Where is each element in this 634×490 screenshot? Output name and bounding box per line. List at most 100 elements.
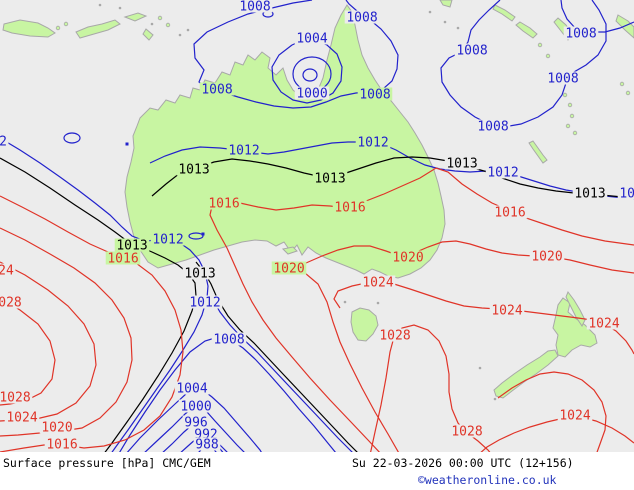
isobar-label-bg: [485, 165, 521, 179]
isobar-1013: [151, 156, 634, 199]
isobar-label-bg: [529, 249, 565, 263]
landmass: [281, 246, 298, 255]
isobar-label-bg: [360, 275, 396, 289]
islet: [456, 26, 460, 30]
isobar-label-bg: [182, 266, 218, 280]
small-island: [569, 113, 575, 119]
isobar-label-bg: [226, 143, 262, 157]
isobar-label-bg: [39, 420, 75, 434]
isobar-label: 1016: [334, 201, 365, 216]
isobar-label-bg: [0, 263, 16, 277]
isobar-label-bg: [332, 200, 368, 214]
isobar-label-bg: [206, 196, 242, 210]
isobar-label: 1028: [379, 329, 410, 344]
isobar-label-bg: [105, 251, 141, 265]
isobar-label-bg: [174, 381, 210, 395]
isobar-1000: [302, 68, 318, 82]
isobar-1012: [63, 132, 81, 144]
isobar-label: 1008: [477, 120, 508, 135]
isobar-label: 1008: [346, 11, 377, 26]
isobar-label: 1020: [531, 250, 562, 265]
isobar-1008: [193, 0, 399, 109]
isobar-label: 028: [0, 296, 22, 311]
isobar-label-bg: [357, 87, 393, 101]
isobar-label: 1013: [116, 239, 147, 254]
isobar-label-bg: [199, 82, 235, 96]
isobar-label-bg: [617, 186, 634, 200]
footer-bar: Surface pressure [hPa] CMC/GEM Su 22-03-…: [0, 452, 634, 490]
landmass: [142, 28, 154, 41]
landmass: [75, 19, 121, 39]
isobar-label: 1008: [547, 72, 578, 87]
pressure-map: 1008 1008 1004 1008 1000 1008 1008 1008 1008 1008…: [0, 0, 634, 452]
small-island: [562, 92, 568, 98]
isobar-label: 1004: [296, 32, 327, 47]
islet: [186, 28, 190, 32]
isobar-label: 1008: [565, 27, 596, 42]
isobar-label: 1013: [314, 172, 345, 187]
isobar-label: 1028: [0, 391, 31, 406]
islet: [493, 397, 497, 401]
isobar-label-bg: [294, 31, 330, 45]
isobar-label: 1000: [296, 87, 327, 102]
isobar-label: 1024: [362, 276, 393, 291]
isobar-label: 1016: [494, 206, 525, 221]
isobar-label-bg: [563, 26, 599, 40]
isobar-label-bg: [182, 415, 210, 429]
small-island: [625, 90, 631, 96]
isobar-label-bg: [271, 261, 307, 275]
isobar-label-bg: [312, 171, 348, 185]
isobar-label: 1008: [456, 44, 487, 59]
islet: [376, 301, 380, 305]
isobar-label-bg: [294, 86, 330, 100]
isobar-label: 1028: [451, 425, 482, 440]
isobar-label: 1024: [588, 317, 619, 332]
isobar-label-bg: [192, 427, 220, 441]
isobar-label: 1020: [273, 262, 304, 277]
isobar-label: 1000: [180, 400, 211, 415]
isobar-label-bg: [545, 71, 581, 85]
isobar-label: 988: [195, 438, 218, 453]
small-island: [63, 21, 69, 27]
isobar-label-bg: [377, 328, 413, 342]
isobar-label-bg: [114, 238, 150, 252]
small-island: [565, 123, 571, 129]
isobar-label-bg: [572, 186, 608, 200]
isobar-label-bg: [355, 135, 391, 149]
isobar-label: 1024: [559, 409, 590, 424]
isobar-label: 1012: [152, 233, 183, 248]
landmass: [515, 21, 538, 39]
isobar-label: 24: [0, 264, 14, 279]
copyright-credit: ©weatheronline.co.uk: [418, 473, 557, 487]
small-island: [55, 25, 61, 31]
landmass: [565, 290, 586, 327]
lake: [125, 142, 129, 146]
isobar-1013: [195, 261, 358, 452]
isobar-1024: [497, 371, 607, 452]
islet: [428, 10, 432, 14]
isobar-label-bg: [44, 437, 80, 451]
isobar-label: 1008: [201, 83, 232, 98]
isobar-label: 1012: [619, 187, 634, 202]
isobar-label-bg: [344, 10, 380, 24]
isobar-label: 1024: [491, 304, 522, 319]
isobar-label: 996: [184, 416, 207, 431]
isobar-label-bg: [489, 303, 525, 317]
small-island: [157, 15, 163, 21]
small-island: [619, 81, 625, 87]
landmass: [350, 307, 379, 342]
isobar-label: 1012: [228, 144, 259, 159]
isobar-label: 1020: [392, 251, 423, 266]
isobar-label-bg: [4, 410, 40, 424]
isobar-1012: [0, 137, 209, 452]
islet: [118, 6, 122, 10]
isobar-1024: [480, 416, 634, 452]
isobar-label-bg: [0, 295, 24, 309]
isobar-label-bg: [0, 390, 33, 404]
isobar-label: 1013: [446, 157, 477, 172]
isobar-label-bg: [444, 156, 480, 170]
isobar-label: 1016: [208, 197, 239, 212]
isobar-label-bg: [211, 332, 247, 346]
isobar-label-bg: [193, 437, 221, 451]
landmass: [492, 4, 516, 22]
